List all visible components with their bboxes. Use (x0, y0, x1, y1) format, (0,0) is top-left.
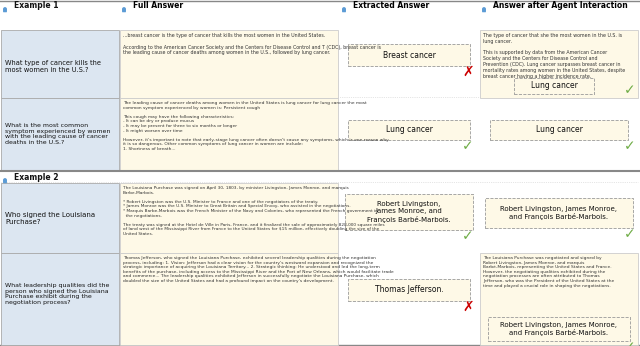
Text: ✓: ✓ (624, 227, 636, 241)
Bar (345, 194, 473, 230)
Text: ✓: ✓ (624, 83, 636, 97)
Bar (1, 253, 119, 345)
Text: Robert Livingston,
James Monroe, and
François Barbé-Marbois.: Robert Livingston, James Monroe, and Fra… (367, 201, 451, 222)
Text: Who signed the Louisiana
Purchase?: Who signed the Louisiana Purchase? (5, 211, 95, 225)
Bar (488, 317, 630, 341)
Bar (1, 98, 119, 170)
Text: What type of cancer kills the
most women in the U.S.?: What type of cancer kills the most women… (5, 60, 101, 73)
FancyBboxPatch shape (3, 9, 7, 12)
Bar (480, 30, 638, 98)
Text: The Louisiana Purchase was signed on April 30, 1803, by minister Livingston, Jam: The Louisiana Purchase was signed on Apr… (123, 186, 385, 236)
Bar (485, 198, 633, 228)
FancyBboxPatch shape (3, 180, 7, 183)
Bar (1, 30, 119, 98)
Text: The Louisiana Purchase was negotiated and signed by
Robert Livingston, James Mon: The Louisiana Purchase was negotiated an… (483, 256, 614, 288)
Circle shape (4, 8, 6, 10)
Bar (348, 120, 470, 140)
Bar (120, 30, 338, 98)
Text: Example 2: Example 2 (14, 173, 58, 182)
FancyBboxPatch shape (342, 9, 346, 12)
Text: Lung cancer: Lung cancer (536, 126, 582, 135)
Text: Full Answer: Full Answer (133, 1, 183, 10)
Text: Example 1: Example 1 (14, 1, 58, 10)
Text: Thomas Jefferson, who signed the Louisiana Purchase, exhibited several leadershi: Thomas Jefferson, who signed the Louisia… (123, 256, 394, 283)
Bar (120, 183, 338, 253)
Text: ...breast cancer is the type of cancer that kills the most women in the United S: ...breast cancer is the type of cancer t… (123, 33, 381, 55)
Bar (348, 44, 470, 66)
Bar (120, 253, 338, 345)
Text: Lung cancer: Lung cancer (531, 82, 577, 91)
Text: ✓: ✓ (462, 139, 474, 153)
Bar (348, 279, 470, 301)
Text: ✓: ✓ (624, 340, 636, 346)
Bar (480, 253, 638, 345)
Text: The type of cancer that she the most women in the U.S. is
lung cancer.

This is : The type of cancer that she the most wom… (483, 33, 625, 79)
Circle shape (4, 179, 6, 181)
Circle shape (483, 8, 485, 10)
Bar (490, 120, 628, 140)
Text: ✓: ✓ (462, 229, 474, 243)
Text: What is the most common
symptom experienced by women
with the leading cause of c: What is the most common symptom experien… (5, 123, 110, 145)
FancyBboxPatch shape (122, 9, 126, 12)
Text: Answer after Agent Interaction: Answer after Agent Interaction (493, 1, 628, 10)
Text: ✓: ✓ (624, 139, 636, 153)
Text: ✗: ✗ (462, 65, 474, 79)
Text: Robert Livingston, James Monroe,
and François Barbé-Marbois.: Robert Livingston, James Monroe, and Fra… (500, 206, 618, 220)
Bar (1, 183, 119, 253)
Text: Lung cancer: Lung cancer (385, 126, 433, 135)
Text: Thomas Jefferson.: Thomas Jefferson. (374, 285, 444, 294)
Bar (120, 98, 338, 170)
Circle shape (343, 8, 345, 10)
Bar (514, 78, 594, 94)
Text: ✗: ✗ (462, 300, 474, 314)
Text: Robert Livingston, James Monroe,
and François Barbé-Marbois.: Robert Livingston, James Monroe, and Fra… (500, 322, 618, 336)
Text: The leading cause of cancer deaths among women in the United States is lung canc: The leading cause of cancer deaths among… (123, 101, 388, 151)
Circle shape (123, 8, 125, 10)
Text: What leadership qualities did the
person who signed the Louisiana
Purchase exhib: What leadership qualities did the person… (5, 283, 109, 305)
FancyBboxPatch shape (482, 9, 486, 12)
Text: Extracted Answer: Extracted Answer (353, 1, 429, 10)
Text: Breast cancer: Breast cancer (383, 51, 435, 60)
